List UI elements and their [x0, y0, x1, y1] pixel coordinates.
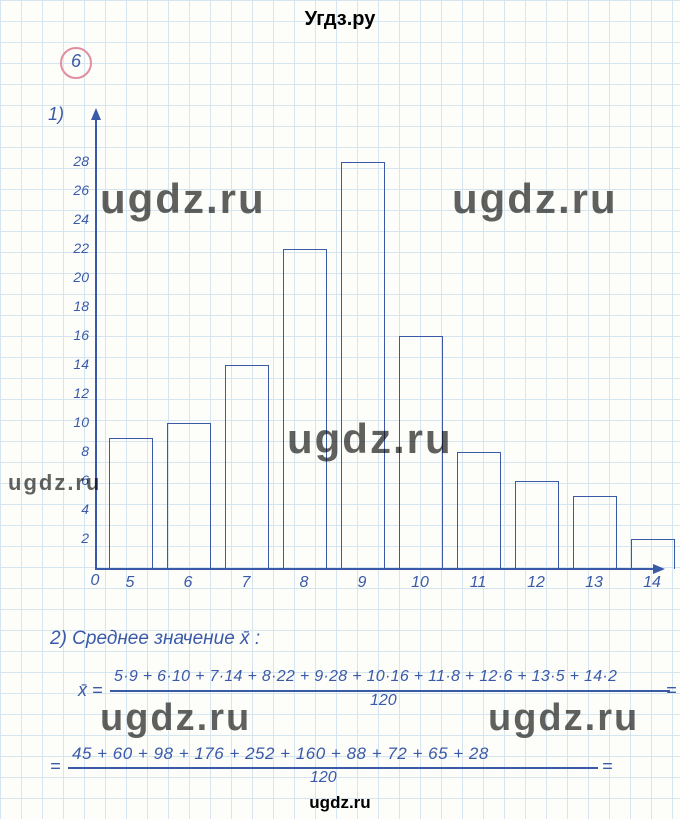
y-tick-label: 2	[59, 530, 89, 546]
y-tick-label: 16	[59, 327, 89, 343]
chart-bar	[283, 249, 327, 569]
y-tick-label: 4	[59, 501, 89, 517]
y-tick-label: 18	[59, 298, 89, 314]
formula-denominator-2: 120	[310, 769, 337, 787]
x-tick-label: 11	[463, 574, 493, 592]
x-tick-label: 7	[231, 574, 261, 592]
chart-bar	[515, 481, 559, 569]
y-axis	[95, 116, 97, 568]
watermark-tl: ugdz.ru	[100, 175, 266, 223]
y-tick-label: 26	[59, 182, 89, 198]
part2-label: 2) Среднее значение x̄ :	[50, 628, 260, 650]
x-tick-label: 10	[405, 574, 435, 592]
y-tick-label: 12	[59, 385, 89, 401]
watermark-form-r: ugdz.ru	[488, 697, 639, 740]
equals-start: =	[50, 756, 61, 777]
x-tick-label: 12	[521, 574, 551, 592]
formula-numerator-2: 45 + 60 + 98 + 176 + 252 + 160 + 88 + 72…	[72, 744, 489, 764]
equals-end: =	[602, 756, 613, 777]
chart-bar	[573, 496, 617, 570]
y-tick-label: 10	[59, 414, 89, 430]
y-tick-label: 24	[59, 211, 89, 227]
chart-bar	[167, 423, 211, 569]
origin-label: 0	[80, 572, 110, 590]
formula-denominator-1: 120	[370, 692, 397, 710]
chart-bar	[631, 539, 675, 569]
formula-lhs: x̄ =	[78, 680, 103, 701]
site-footer: ugdz.ru	[0, 793, 680, 813]
chart-bar	[457, 452, 501, 569]
y-tick-label: 22	[59, 240, 89, 256]
chart-bar	[225, 365, 269, 569]
problem-number-circle: 6	[60, 47, 92, 79]
y-tick-label: 20	[59, 269, 89, 285]
y-tick-label: 8	[59, 443, 89, 459]
x-tick-label: 8	[289, 574, 319, 592]
x-tick-label: 6	[173, 574, 203, 592]
y-axis-arrow	[91, 108, 101, 120]
x-tick-label: 5	[115, 574, 145, 592]
y-tick-label: 28	[59, 153, 89, 169]
formula-numerator-1: 5·9 + 6·10 + 7·14 + 8·22 + 9·28 + 10·16 …	[114, 668, 617, 686]
x-tick-label: 13	[579, 574, 609, 592]
equals-mid: =	[666, 680, 677, 701]
watermark-form-l: ugdz.ru	[100, 697, 251, 740]
page: Угдз.ру 6 1) 246810121416182022242628 0 …	[0, 0, 680, 819]
x-tick-label: 9	[347, 574, 377, 592]
part1-marker: 1)	[48, 104, 64, 125]
problem-number: 6	[71, 51, 81, 71]
chart-bar	[341, 162, 385, 569]
chart-bar	[109, 438, 153, 570]
x-tick-label: 14	[637, 574, 667, 592]
watermark-tr: ugdz.ru	[452, 175, 618, 223]
watermark-mid: ugdz.ru	[287, 415, 453, 463]
watermark-left-small: ugdz.ru	[8, 470, 101, 496]
y-tick-label: 14	[59, 356, 89, 372]
site-header: Угдз.ру	[0, 8, 680, 31]
